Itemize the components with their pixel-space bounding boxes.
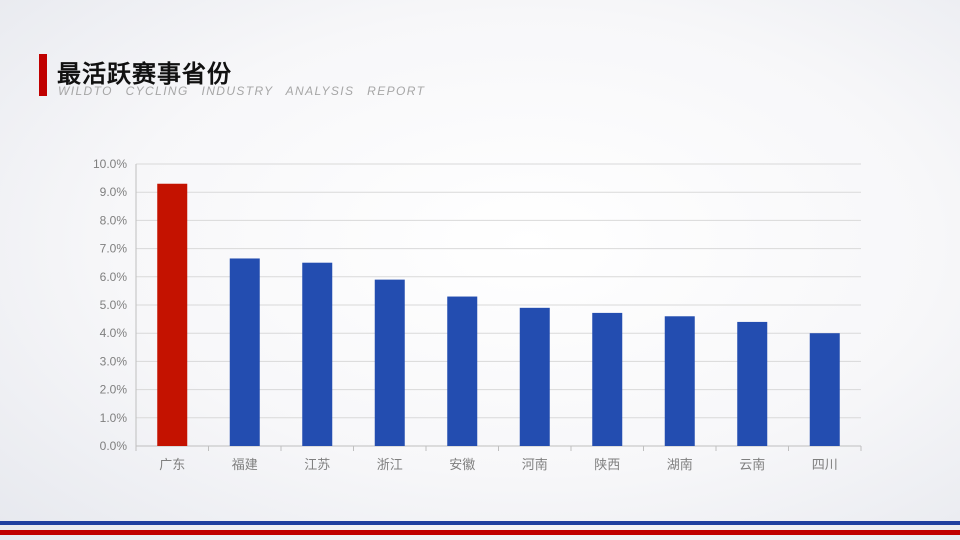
y-tick-label: 3.0% <box>100 354 128 368</box>
bar <box>447 296 478 446</box>
x-tick-label: 广东 <box>159 458 185 473</box>
bar <box>519 307 550 446</box>
title-accent-bar <box>39 54 47 96</box>
y-tick-label: 7.0% <box>100 242 128 256</box>
x-tick-label: 福建 <box>232 458 258 473</box>
y-tick-label: 1.0% <box>100 411 128 425</box>
bar <box>302 262 333 446</box>
x-tick-label: 河南 <box>522 457 548 473</box>
y-tick-label: 2.0% <box>100 383 128 397</box>
x-tick-label: 湖南 <box>667 457 693 473</box>
bar <box>229 258 260 446</box>
x-tick-label: 安徽 <box>449 458 475 473</box>
x-tick-label: 云南 <box>739 457 765 473</box>
bar <box>374 279 405 446</box>
footer-blue-stripe <box>0 521 960 525</box>
bar <box>737 321 768 446</box>
y-tick-label: 8.0% <box>100 213 128 227</box>
x-tick-label: 浙江 <box>377 458 403 473</box>
x-tick-label: 江苏 <box>304 457 330 473</box>
x-tick-label: 四川 <box>812 458 838 473</box>
bar <box>664 316 695 446</box>
y-tick-label: 6.0% <box>100 270 128 284</box>
y-tick-label: 0.0% <box>100 439 128 453</box>
footer-red-stripe <box>0 530 960 535</box>
page-subtitle: WILDTO CYCLING INDUSTRY ANALYSIS REPORT <box>58 84 426 98</box>
y-tick-label: 9.0% <box>100 185 128 199</box>
bar <box>157 183 188 447</box>
y-tick-label: 10.0% <box>93 157 127 171</box>
x-tick-label: 陕西 <box>594 458 620 473</box>
y-tick-label: 4.0% <box>100 326 128 340</box>
bar <box>592 312 623 446</box>
y-tick-label: 5.0% <box>100 298 128 312</box>
bar <box>809 333 840 446</box>
page-title: 最活跃赛事省份 <box>57 60 232 88</box>
